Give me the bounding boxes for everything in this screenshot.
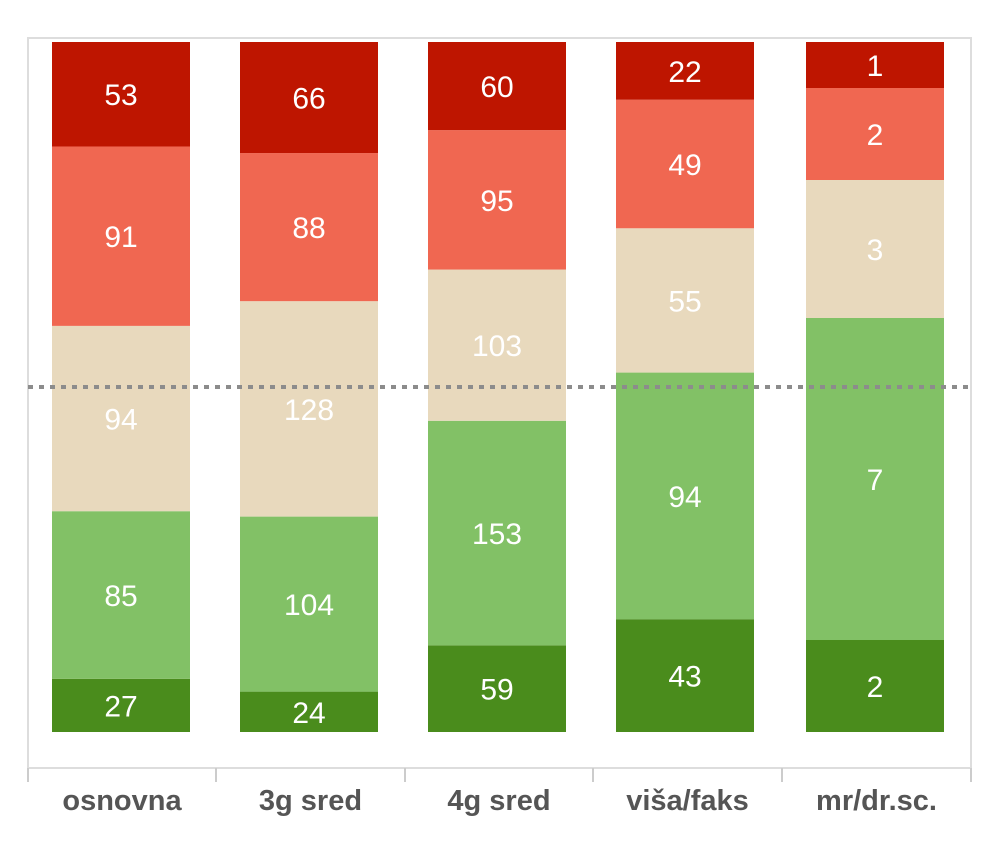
data-label-3-4: 22 xyxy=(668,56,701,89)
data-label-4-4: 1 xyxy=(867,50,884,83)
bar-segment-4-4 xyxy=(806,42,944,88)
data-label-1-3: 88 xyxy=(292,212,325,245)
data-label-3-3: 49 xyxy=(668,149,701,182)
x-tick-label-3: viša/faks xyxy=(626,785,749,817)
plot-frame xyxy=(27,37,972,769)
data-label-2-3: 95 xyxy=(480,185,513,218)
data-label-2-1: 153 xyxy=(472,518,522,551)
x-tick-label-0: osnovna xyxy=(62,785,182,817)
bar-segment-4-1 xyxy=(806,318,944,640)
data-label-1-2: 128 xyxy=(284,394,334,427)
data-label-1-4: 66 xyxy=(292,83,325,116)
data-label-3-1: 94 xyxy=(668,481,701,514)
bar-segment-1-1 xyxy=(240,516,378,692)
data-label-0-2: 94 xyxy=(104,404,137,437)
data-label-4-0: 2 xyxy=(867,671,884,704)
bar-segment-1-0 xyxy=(240,691,378,732)
bar-segment-1-3 xyxy=(240,153,378,302)
data-label-3-0: 43 xyxy=(668,661,701,694)
data-label-0-3: 91 xyxy=(104,221,137,254)
data-label-1-1: 104 xyxy=(284,589,334,622)
bar-segment-0-1 xyxy=(52,511,190,679)
bar-segment-3-3 xyxy=(616,99,754,229)
bar-segment-0-0 xyxy=(52,678,190,732)
data-label-4-2: 3 xyxy=(867,234,884,267)
bar-segment-4-0 xyxy=(806,640,944,732)
x-tick-label-2: 4g sred xyxy=(447,785,550,817)
data-label-0-4: 53 xyxy=(104,79,137,112)
bar-segment-2-2 xyxy=(428,269,566,421)
data-label-2-4: 60 xyxy=(480,71,513,104)
data-label-2-2: 103 xyxy=(472,330,522,363)
bar-segment-2-1 xyxy=(428,420,566,646)
bar-segment-3-4 xyxy=(616,42,754,100)
x-tick-label-4: mr/dr.sc. xyxy=(816,785,937,817)
bar-segment-3-2 xyxy=(616,228,754,373)
bar-segment-0-4 xyxy=(52,42,190,147)
bars-layer xyxy=(52,42,944,732)
data-label-0-1: 85 xyxy=(104,580,137,613)
bar-segment-4-2 xyxy=(806,180,944,318)
data-label-1-0: 24 xyxy=(292,697,325,730)
data-label-4-1: 7 xyxy=(867,464,884,497)
data-label-3-2: 55 xyxy=(668,285,701,318)
bar-segment-2-0 xyxy=(428,645,566,732)
bar-segment-1-2 xyxy=(240,301,378,517)
bar-segment-2-3 xyxy=(428,130,566,270)
bar-segment-0-2 xyxy=(52,325,190,512)
bar-segment-2-4 xyxy=(428,42,566,131)
bar-segment-4-3 xyxy=(806,88,944,180)
bar-segment-0-3 xyxy=(52,146,190,326)
bar-segment-1-4 xyxy=(240,42,378,154)
bar-segment-3-1 xyxy=(616,372,754,620)
bar-segment-3-0 xyxy=(616,619,754,732)
x-tick-label-1: 3g sred xyxy=(259,785,362,817)
data-labels-layer: 2785949153241041288866591531039560439455… xyxy=(104,50,883,730)
x-axis: osnovna 3g sred 4g sred viša/faks mr/dr.sc. xyxy=(27,768,972,817)
data-label-4-3: 2 xyxy=(867,119,884,152)
data-label-0-0: 27 xyxy=(104,690,137,723)
data-label-2-0: 59 xyxy=(480,674,513,707)
